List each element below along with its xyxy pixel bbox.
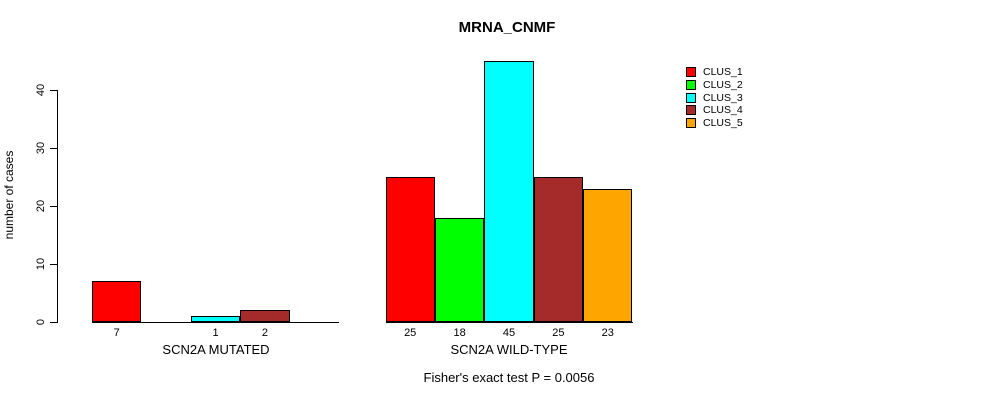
y-axis-label: number of cases: [2, 150, 16, 240]
legend-swatch-clus_4: [686, 105, 696, 116]
bar-clus_1: [92, 281, 142, 322]
y-tick-label: 0: [35, 318, 47, 326]
y-tick-label: 30: [35, 141, 47, 155]
bar-value-label: 1: [212, 327, 219, 339]
y-tick-mark: [50, 89, 57, 91]
bar-value-label: 18: [453, 327, 466, 339]
y-tick-label: 10: [35, 257, 47, 271]
legend: CLUS_1 CLUS_2 CLUS_3 CLUS_4 CLUS_5: [686, 66, 743, 129]
y-tick-mark: [50, 321, 57, 323]
legend-swatch-clus_2: [686, 80, 696, 91]
bar-value-label: 7: [113, 327, 120, 339]
y-axis-line: [57, 90, 58, 323]
legend-label: CLUS_1: [703, 66, 743, 79]
bar-clus_4: [240, 310, 290, 322]
bar-clus_3: [484, 61, 534, 322]
legend-item-clus_5: CLUS_5: [686, 117, 743, 130]
legend-swatch-clus_1: [686, 67, 696, 78]
bar-value-label: 25: [552, 327, 565, 339]
bar-value-label: 23: [601, 327, 614, 339]
legend-label: CLUS_3: [703, 91, 743, 104]
y-tick-label: 20: [35, 199, 47, 213]
bar-clus_1: [385, 177, 435, 322]
legend-item-clus_4: CLUS_4: [686, 104, 743, 117]
legend-label: CLUS_4: [703, 104, 743, 117]
legend-item-clus_3: CLUS_3: [686, 91, 743, 104]
bar-clus_3: [190, 316, 241, 322]
x-axis-baseline: [92, 322, 339, 323]
legend-label: CLUS_2: [703, 79, 743, 92]
bar-value-label: 45: [502, 327, 516, 339]
fisher-exact-test-annotation: Fisher's exact test P = 0.0056: [423, 370, 595, 385]
group-label-scn2a-mutated: SCN2A MUTATED: [162, 342, 270, 357]
bar-value-label: 25: [404, 327, 417, 339]
bar-clus_5: [583, 188, 633, 322]
legend-swatch-clus_5: [686, 118, 696, 129]
legend-label: CLUS_5: [703, 117, 743, 130]
group-label-scn2a-wild-type: SCN2A WILD-TYPE: [450, 342, 568, 357]
y-tick-mark: [50, 263, 57, 265]
bar-clus_2: [434, 217, 485, 322]
y-tick-mark: [50, 205, 57, 207]
bar-value-label: 2: [261, 327, 268, 339]
legend-item-clus_1: CLUS_1: [686, 66, 743, 79]
legend-item-clus_2: CLUS_2: [686, 79, 743, 92]
y-tick-mark: [50, 147, 57, 149]
x-axis-baseline: [385, 322, 633, 323]
y-tick-label: 40: [35, 83, 47, 97]
chart-title: MRNA_CNMF: [458, 19, 556, 36]
legend-swatch-clus_3: [686, 92, 696, 103]
bar-clus_4: [533, 177, 584, 322]
